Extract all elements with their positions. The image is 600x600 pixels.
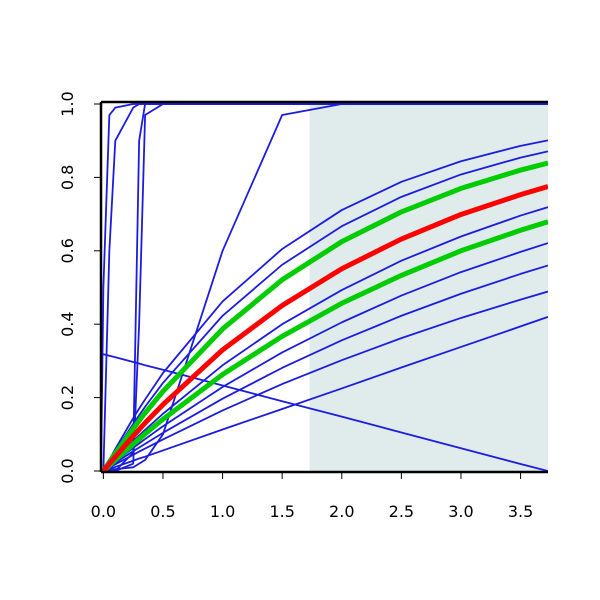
series-line (101, 219, 548, 472)
y-tick-label: 0.8 (58, 165, 77, 190)
x-tick-label: 0.0 (91, 502, 116, 521)
series-line (102, 139, 548, 472)
x-tick-label: 3.5 (508, 502, 533, 521)
axes-layer: 0.0 0.5 1.0 1.5 2.0 2.5 3.0 3.5 0.0 0.2 0.4 0.6 0.8 1… (58, 91, 548, 521)
y-tick-label: 0.0 (58, 458, 77, 483)
y-tick-label: 0.6 (58, 238, 77, 263)
y-tick-label: 0.2 (58, 385, 77, 410)
y-tick-label: 0.4 (58, 311, 77, 336)
x-tick-label: 3.0 (448, 502, 473, 521)
x-tick-label: 2.0 (329, 502, 354, 521)
x-tick-label: 1.0 (210, 502, 235, 521)
series-line (101, 352, 548, 472)
x-tick-label: 2.5 (389, 502, 414, 521)
series-line (101, 184, 548, 472)
shade-layer (309, 104, 548, 471)
y-tick-label: 1.0 (58, 91, 77, 116)
x-tick-label: 1.5 (269, 502, 294, 521)
series-line (101, 160, 548, 472)
series-line (102, 264, 548, 472)
series-line (102, 290, 548, 472)
shaded-region (309, 104, 548, 471)
series-line (103, 103, 548, 472)
x-tick-label: 0.5 (150, 502, 175, 521)
series-line (103, 316, 548, 472)
lines-layer (101, 103, 548, 472)
